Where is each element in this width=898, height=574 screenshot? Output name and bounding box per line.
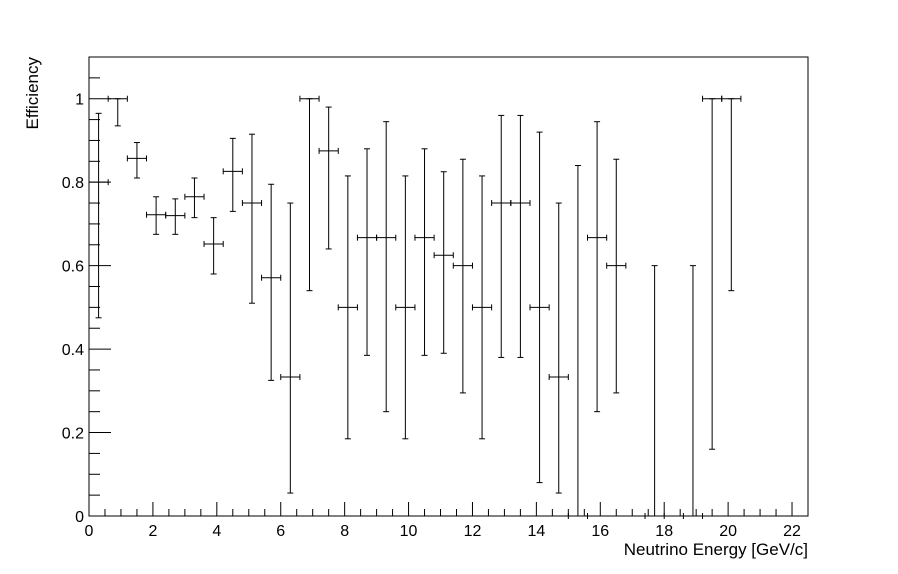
- data-point: [146, 196, 167, 235]
- data-point: [337, 175, 358, 440]
- data-point: [529, 131, 550, 484]
- data-points: [88, 95, 742, 519]
- data-point: [510, 114, 531, 358]
- data-point: [126, 142, 148, 179]
- data-point: [644, 265, 665, 519]
- y-axis-ticks: 0 0.2 0.4 0.6 0.8 1: [62, 56, 111, 526]
- y-tick-label: 1: [75, 92, 84, 109]
- x-tick-label: 20: [719, 523, 737, 540]
- data-point: [702, 95, 723, 450]
- x-tick-label: 22: [783, 523, 801, 540]
- data-point: [721, 95, 742, 292]
- data-point: [299, 95, 320, 292]
- data-point: [471, 175, 493, 440]
- data-point: [682, 265, 704, 519]
- x-tick-label: 0: [85, 523, 94, 540]
- x-tick-label: 14: [527, 523, 545, 540]
- x-tick-label: 12: [464, 523, 482, 540]
- x-tick-label: 2: [148, 523, 157, 540]
- data-point: [318, 106, 339, 250]
- x-tick-label: 10: [400, 523, 418, 540]
- data-point: [241, 133, 263, 304]
- data-point: [491, 114, 512, 358]
- data-point: [222, 137, 243, 212]
- x-axis-title: Neutrino Energy [GeV/c]: [624, 540, 808, 559]
- x-tick-label: 8: [340, 523, 349, 540]
- x-tick-label: 6: [276, 523, 285, 540]
- x-tick-label: 16: [591, 523, 609, 540]
- data-point: [356, 148, 378, 356]
- data-point: [376, 121, 397, 413]
- y-tick-label: 0.6: [62, 259, 84, 276]
- y-tick-label: 0.2: [62, 426, 84, 443]
- data-point: [548, 202, 569, 494]
- data-point: [395, 175, 416, 440]
- y-tick-label: 0.4: [62, 342, 84, 359]
- x-tick-label: 18: [655, 523, 673, 540]
- data-point: [567, 164, 589, 519]
- y-axis-title: Efficiency: [23, 57, 42, 130]
- data-point: [433, 171, 454, 354]
- x-tick-label: 4: [212, 523, 221, 540]
- data-point: [280, 202, 301, 494]
- data-point: [184, 177, 205, 219]
- data-point: [165, 198, 186, 235]
- data-point: [107, 95, 128, 127]
- x-axis-ticks: 0 2 4 6 8 10 12 14 16 18 20 22: [85, 502, 801, 540]
- y-tick-label: 0: [75, 509, 84, 526]
- data-point: [203, 217, 224, 275]
- data-point: [606, 158, 627, 394]
- data-point: [587, 121, 608, 413]
- y-tick-label: 0.8: [62, 175, 84, 192]
- data-point: [452, 158, 473, 394]
- data-point: [414, 148, 435, 356]
- data-point: [88, 112, 109, 319]
- plot-frame: [88, 56, 809, 517]
- data-point: [261, 183, 282, 381]
